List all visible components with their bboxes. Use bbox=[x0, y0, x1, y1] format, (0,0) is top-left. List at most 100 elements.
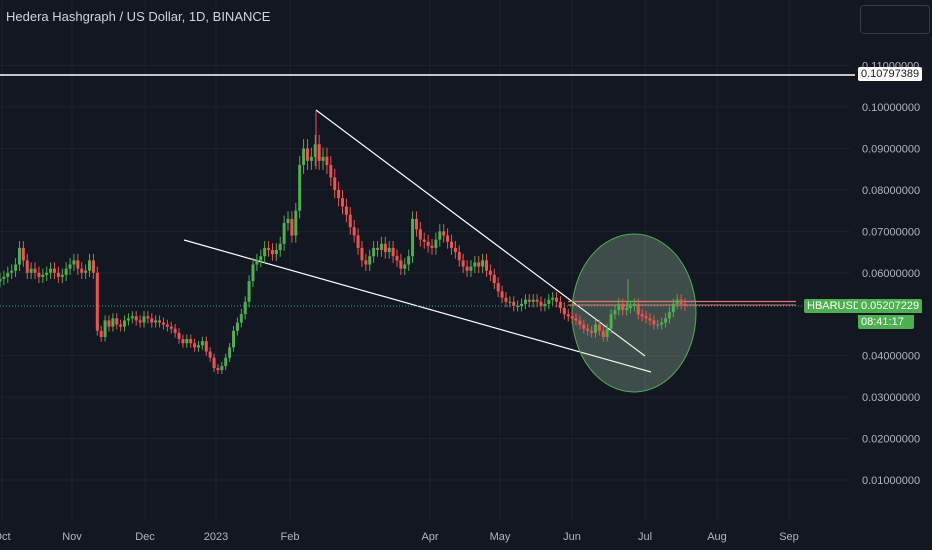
candle-body bbox=[613, 310, 617, 315]
candle-body bbox=[0, 278, 2, 282]
candle-body bbox=[453, 247, 457, 253]
candle-body bbox=[200, 341, 204, 346]
candle-body bbox=[251, 264, 255, 282]
candle-body bbox=[84, 270, 88, 273]
candle-body bbox=[290, 218, 294, 236]
candle-body bbox=[220, 366, 224, 371]
candle-body bbox=[492, 274, 496, 284]
candle-body bbox=[481, 260, 485, 267]
candle-body bbox=[278, 243, 282, 250]
candle-body bbox=[341, 198, 344, 207]
candle-body bbox=[52, 268, 56, 273]
candle-body bbox=[337, 189, 341, 199]
candle-body bbox=[25, 260, 29, 273]
candle-body bbox=[352, 227, 356, 236]
candle-body bbox=[126, 318, 130, 321]
candle-body bbox=[438, 231, 442, 240]
upper-trendline[interactable] bbox=[315, 109, 646, 357]
candle-body bbox=[535, 299, 539, 302]
candle-body bbox=[270, 249, 274, 255]
x-tick-label: Nov bbox=[62, 531, 82, 543]
candle-body bbox=[446, 235, 450, 242]
candle-body bbox=[115, 318, 119, 325]
candle-body bbox=[391, 247, 395, 257]
candle-body bbox=[504, 297, 508, 302]
candle-body bbox=[255, 260, 259, 265]
candle-body bbox=[648, 318, 652, 321]
resistance-price-label: 0.10797389 bbox=[858, 67, 923, 81]
y-tick-label: 0.06000000 bbox=[862, 268, 920, 280]
candle-body bbox=[403, 264, 407, 269]
candle-body bbox=[68, 264, 72, 269]
x-tick-label: May bbox=[490, 531, 511, 543]
candle-body bbox=[675, 299, 679, 304]
candle-body bbox=[64, 268, 68, 275]
candle-body bbox=[56, 272, 60, 277]
candle-body bbox=[387, 247, 391, 253]
candle-body bbox=[2, 276, 6, 279]
time-axis: Oct Nov Dec 2023 Feb Apr May Jun Jul Aug Sep bbox=[0, 531, 799, 543]
candle-body bbox=[520, 303, 524, 306]
candle-body bbox=[590, 330, 594, 333]
candle-body bbox=[578, 320, 582, 325]
candle-body bbox=[158, 320, 162, 323]
candle-body bbox=[21, 247, 25, 261]
candle-body bbox=[169, 326, 173, 329]
candle-body bbox=[259, 256, 263, 261]
candle-body bbox=[411, 218, 415, 257]
candle-body bbox=[185, 339, 189, 344]
candle-body bbox=[305, 148, 309, 161]
candle-body bbox=[621, 303, 625, 311]
candle-body bbox=[181, 339, 185, 344]
candle-body bbox=[344, 206, 348, 215]
candle-body bbox=[95, 272, 99, 331]
candle-body bbox=[632, 303, 636, 306]
candle-body bbox=[45, 272, 49, 275]
candle-body bbox=[247, 281, 251, 302]
candle-body bbox=[566, 314, 570, 317]
candle-body bbox=[193, 343, 197, 348]
candle-body bbox=[485, 260, 489, 271]
candle-body bbox=[317, 144, 321, 161]
candle-body bbox=[523, 299, 527, 304]
candle-body bbox=[644, 316, 648, 319]
candle-body bbox=[263, 247, 267, 257]
toolbar-box[interactable] bbox=[860, 5, 930, 34]
y-tick-label: 0.01000000 bbox=[862, 475, 920, 487]
candle-body bbox=[539, 301, 543, 306]
candle-body bbox=[652, 320, 656, 325]
candle-body bbox=[99, 330, 103, 338]
candle-body bbox=[91, 260, 95, 273]
candle-body bbox=[667, 312, 671, 319]
candle-body bbox=[138, 320, 142, 323]
candle-body bbox=[177, 332, 181, 340]
candle-body bbox=[313, 144, 317, 157]
candle-body bbox=[469, 266, 473, 271]
candle-body bbox=[228, 347, 232, 358]
candle-body bbox=[88, 260, 92, 271]
candle-body bbox=[473, 262, 477, 267]
candle-body bbox=[348, 214, 352, 228]
y-tick-label: 0.07000000 bbox=[862, 226, 920, 238]
candle-body bbox=[531, 299, 535, 302]
candle-body bbox=[146, 316, 150, 319]
candle-body bbox=[130, 316, 134, 319]
candle-body bbox=[457, 252, 461, 261]
x-tick-label: Sep bbox=[779, 531, 799, 543]
candle-body bbox=[80, 268, 84, 273]
breakout-highlight-ellipse[interactable] bbox=[571, 233, 697, 393]
candle-body bbox=[640, 314, 644, 317]
candle-body bbox=[372, 247, 376, 257]
candle-body bbox=[582, 324, 586, 329]
candle-body bbox=[208, 351, 212, 358]
candle-body bbox=[165, 324, 169, 327]
x-tick-label: Apr bbox=[421, 531, 438, 543]
candle-body bbox=[414, 218, 418, 230]
candle-body bbox=[683, 303, 687, 306]
candle-body bbox=[488, 270, 492, 275]
bar-countdown-label: 08:41:17 bbox=[858, 315, 914, 329]
candle-body bbox=[399, 260, 403, 269]
candle-body bbox=[111, 318, 115, 327]
candle-body bbox=[574, 318, 578, 321]
